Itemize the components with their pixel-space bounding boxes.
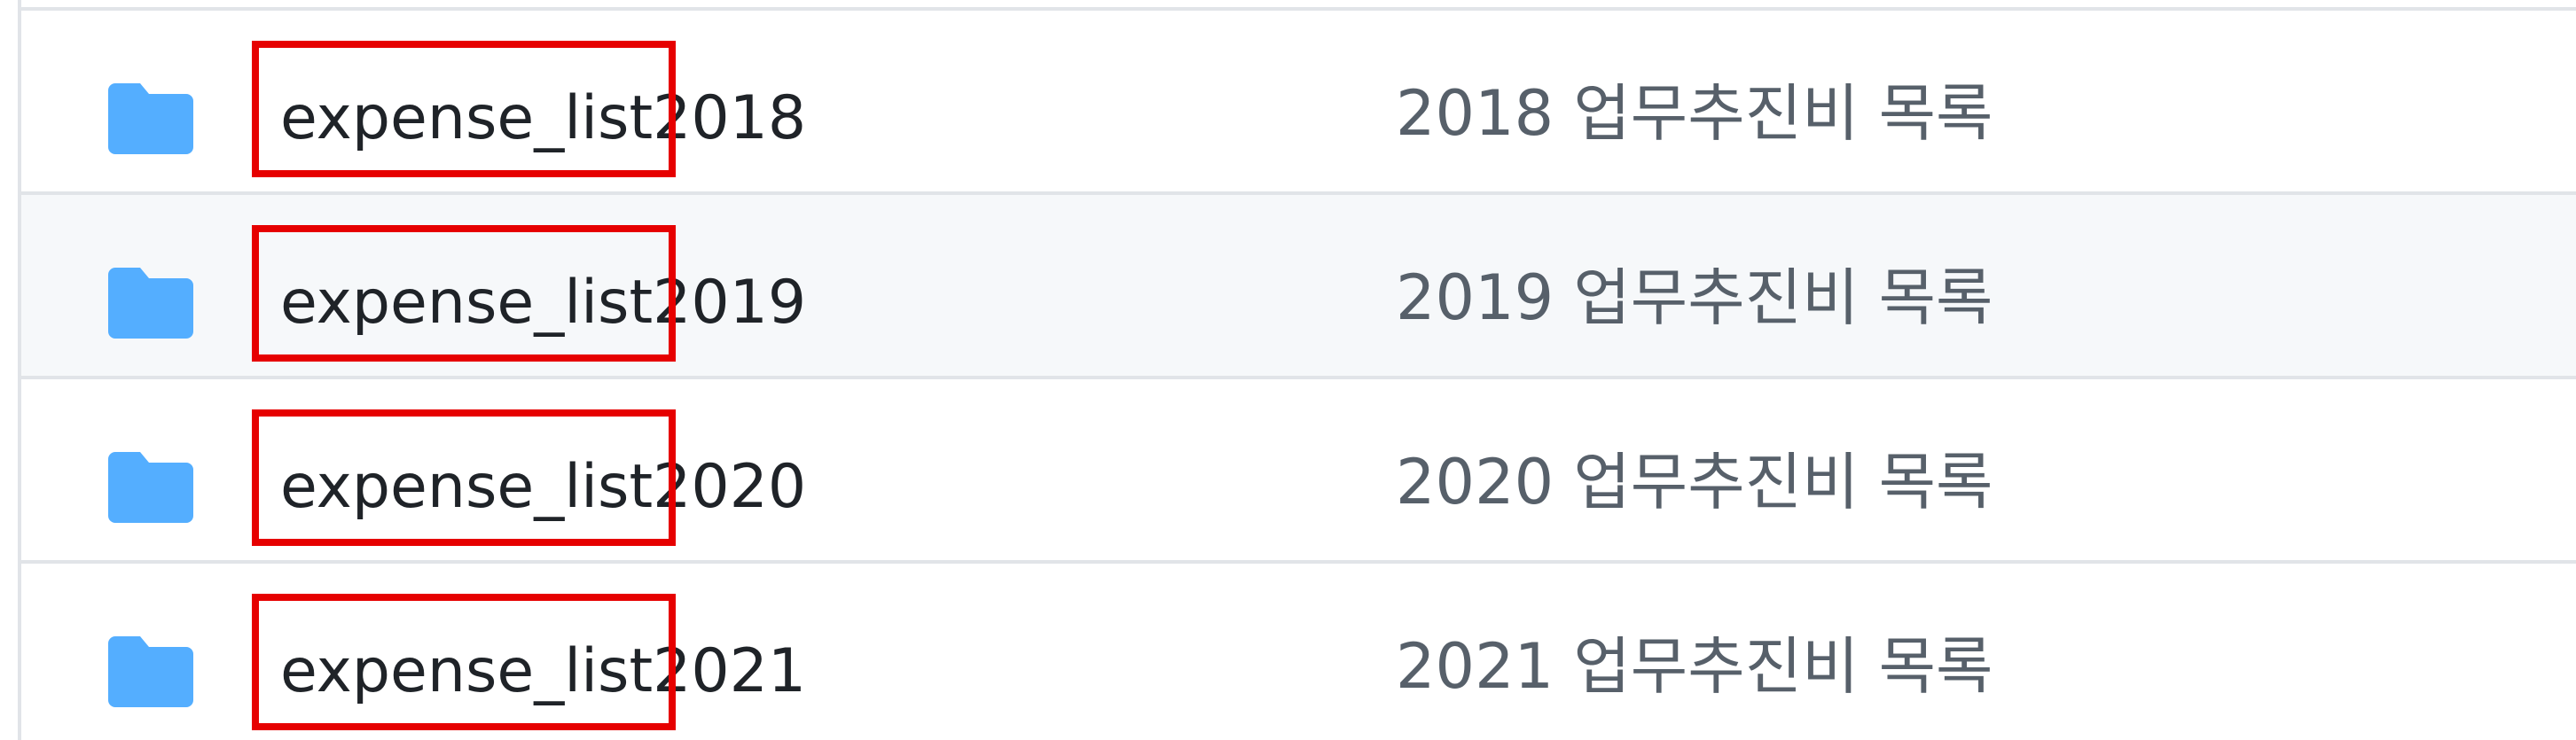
file-name-link[interactable]: expense_list2020 — [280, 452, 807, 522]
file-list: expense_list2018 2018 업무추진비 목록 expense_l… — [18, 0, 2576, 740]
file-description: 2019 업무추진비 목록 — [1396, 261, 1993, 334]
folder-icon — [108, 83, 193, 154]
file-description: 2021 업무추진비 목록 — [1396, 630, 1993, 703]
file-description: 2018 업무추진비 목록 — [1396, 77, 1993, 150]
row-divider — [21, 376, 2576, 379]
list-item[interactable]: expense_list2021 2021 업무추진비 목록 — [21, 564, 2576, 740]
folder-icon — [108, 452, 193, 523]
list-item[interactable]: expense_list2018 2018 업무추진비 목록 — [21, 11, 2576, 195]
row-divider — [21, 560, 2576, 564]
file-name-link[interactable]: expense_list2018 — [280, 83, 807, 153]
list-item[interactable]: expense_list2020 2020 업무추진비 목록 — [21, 379, 2576, 564]
row-divider — [21, 191, 2576, 195]
folder-icon — [108, 268, 193, 339]
list-top-border — [21, 7, 2576, 11]
list-item[interactable]: expense_list2019 2019 업무추진비 목록 — [21, 195, 2576, 379]
file-description: 2020 업무추진비 목록 — [1396, 446, 1993, 518]
file-name-link[interactable]: expense_list2019 — [280, 268, 807, 338]
folder-icon — [108, 636, 193, 707]
file-name-link[interactable]: expense_list2021 — [280, 636, 807, 706]
